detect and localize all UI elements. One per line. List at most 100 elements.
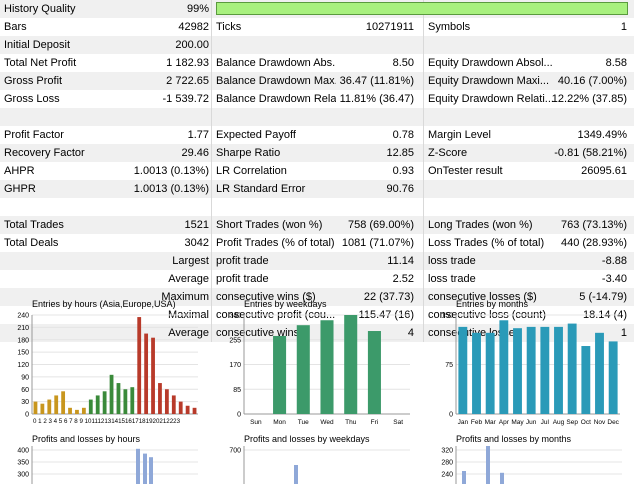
column-divider — [423, 180, 424, 198]
bar — [185, 405, 190, 414]
column-divider — [423, 270, 424, 288]
y-tick-label: 0 — [237, 412, 241, 419]
stats-row: Recovery Factor 29.46 Sharpe Ratio 12.85 Z-S… — [0, 144, 634, 162]
bar — [178, 401, 183, 414]
y-tick-label: 75 — [445, 362, 453, 369]
stats-row: Initial Deposit 200.00 — [0, 36, 634, 54]
stat-label: Gross Loss — [4, 93, 60, 105]
stat-label: Total Net Profit — [4, 57, 77, 69]
x-tick-label: Oct — [581, 419, 591, 426]
stat-label: Symbols — [428, 21, 471, 33]
column-divider — [211, 90, 212, 108]
stats-row: Maximum consecutive wins ($) 22 (37.73) con… — [0, 288, 634, 306]
column-divider — [423, 216, 424, 234]
stat-label: Recovery Factor — [4, 147, 85, 159]
x-tick-label: Thu — [345, 419, 357, 426]
x-tick-label: Apr — [499, 419, 510, 426]
column-divider — [211, 144, 212, 162]
stat-value: 2 722.65 — [166, 75, 209, 87]
bar — [526, 326, 536, 414]
stat-label: loss trade — [428, 255, 476, 267]
bar — [102, 391, 107, 414]
bar — [88, 399, 93, 414]
y-tick-label: 300 — [17, 472, 29, 479]
bar — [472, 332, 481, 414]
stat-value: 1 — [620, 327, 627, 339]
column-divider — [423, 126, 424, 144]
column-divider — [211, 0, 212, 18]
stats-row: GHPR 1.0013 (0.13%) LR Standard Error 90.76 — [0, 180, 634, 198]
x-tick-label: Jul — [541, 419, 550, 426]
bar — [296, 325, 310, 414]
x-tick-label: Fri — [371, 419, 379, 426]
x-tick-label: May — [511, 419, 524, 426]
bar — [144, 333, 149, 414]
bar — [81, 407, 86, 414]
bar — [75, 409, 79, 414]
chart-title: Entries by months — [456, 299, 529, 309]
column-divider — [211, 306, 212, 324]
stats-row: Gross Profit 2 722.65 Balance Drawdown Max… — [0, 72, 634, 90]
column-divider — [211, 36, 212, 54]
bar — [567, 323, 577, 414]
stat-label: Margin Level — [428, 129, 491, 141]
bar — [109, 374, 114, 414]
stat-label: profit trade — [216, 273, 269, 285]
stat-value: 29.46 — [181, 147, 209, 159]
y-tick-label: 280 — [441, 460, 453, 467]
bar — [95, 395, 100, 414]
bar — [143, 453, 147, 484]
chart-title: Entries by weekdays — [244, 299, 327, 309]
bar — [273, 335, 287, 414]
stat-value: -3.40 — [601, 273, 627, 285]
stat-value: Average — [168, 327, 209, 339]
y-tick-label: 350 — [17, 460, 29, 467]
x-tick-label: Dec — [607, 419, 619, 426]
bar — [123, 389, 128, 414]
stat-value: 26095.61 — [581, 165, 627, 177]
stat-label: loss trade — [428, 273, 476, 285]
column-divider — [211, 270, 212, 288]
column-divider — [423, 36, 424, 54]
stat-value: 36.47 (11.81%) — [339, 75, 414, 87]
stats-row: History Quality 99% — [0, 0, 634, 18]
stat-label: Bars — [4, 21, 27, 33]
stat-label: Equity Drawdown Relati... — [428, 93, 554, 105]
stat-value: 1 182.93 — [166, 57, 209, 69]
column-divider — [211, 162, 212, 180]
column-divider — [423, 18, 424, 36]
stat-label: Balance Drawdown Abs... — [216, 57, 336, 69]
column-divider — [423, 252, 424, 270]
y-tick-label: 60 — [21, 387, 29, 394]
stat-label: Z-Score — [428, 147, 468, 159]
stat-value: 90.76 — [386, 183, 414, 195]
stat-label: Ticks — [216, 21, 242, 33]
chart-title: Profits and losses by weekdays — [244, 434, 370, 444]
stat-label: Short Trades (won %) — [216, 219, 323, 231]
stat-value: 0.93 — [392, 165, 414, 177]
bar — [116, 383, 121, 414]
y-tick-label: 0 — [25, 412, 29, 419]
column-divider — [211, 108, 212, 126]
stat-label: Sharpe Ratio — [216, 147, 281, 159]
column-divider — [211, 234, 212, 252]
stat-value: 40.16 (7.00%) — [557, 75, 627, 87]
bar — [608, 341, 618, 414]
y-tick-label: 0 — [449, 412, 453, 419]
stats-row: Total Deals 3042 Profit Trades (% of total… — [0, 234, 634, 252]
stat-value: 11.14 — [387, 255, 414, 267]
column-divider — [211, 126, 212, 144]
stat-value: 8.58 — [605, 57, 627, 69]
stats-row: Profit Factor 1.77 Expected Payoff 0.78 Marg… — [0, 126, 634, 144]
bar — [137, 317, 142, 414]
column-divider — [423, 54, 424, 72]
stat-value: 5 (-14.79) — [579, 291, 627, 303]
y-tick-label: 120 — [17, 362, 29, 369]
stat-label: LR Correlation — [216, 165, 287, 177]
bar — [513, 328, 522, 414]
column-divider — [423, 198, 424, 216]
stat-value: 1.0013 (0.13%) — [133, 165, 209, 177]
stat-label: AHPR — [4, 165, 35, 177]
stat-label: Initial Deposit — [4, 39, 71, 51]
bar — [192, 407, 197, 414]
